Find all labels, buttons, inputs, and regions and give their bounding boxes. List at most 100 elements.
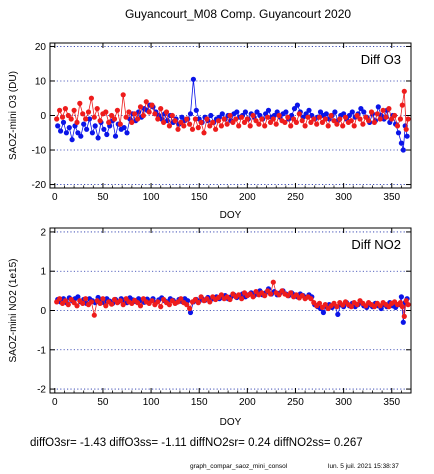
data-point-red: [129, 119, 135, 125]
data-point-red: [117, 298, 123, 304]
data-point-red: [296, 111, 302, 117]
data-point-blue: [358, 106, 364, 112]
x-tick-label: 350: [383, 397, 400, 408]
data-point-red: [259, 116, 265, 122]
data-point-blue: [291, 106, 298, 112]
data-point-red: [348, 118, 354, 124]
data-point-red: [233, 116, 239, 122]
data-point-blue: [208, 112, 214, 119]
data-point-red: [88, 299, 94, 305]
data-point-blue: [75, 294, 81, 300]
data-point-blue: [84, 126, 90, 132]
data-point-red: [106, 119, 112, 125]
data-point-red: [207, 123, 213, 129]
data-point-red: [204, 116, 210, 122]
footer-timestamp: lun. 5 juil. 2021 15:38:37: [328, 463, 399, 470]
panel-diff-o3: 0 50 100 150 200 250 300 35020100-10-20DOYSAOZ-…: [8, 42, 412, 221]
data-point-blue: [349, 109, 355, 115]
data-point-red: [340, 123, 346, 129]
data-point-red: [68, 116, 74, 122]
data-point-red: [210, 119, 216, 125]
data-point-red: [276, 112, 282, 119]
y-tick-label: -1: [37, 345, 46, 356]
data-point-red: [311, 116, 317, 122]
data-point-blue: [92, 123, 98, 129]
data-point-red: [198, 294, 204, 300]
data-point-blue: [254, 109, 260, 115]
stats-line: diffO3sr= -1.43 diffO3ss= -1.11 diffNO2s…: [30, 437, 363, 449]
data-point-red: [80, 111, 86, 117]
data-point-red: [377, 116, 383, 122]
data-point-blue: [361, 109, 367, 115]
panel-label: Diff O3: [361, 52, 401, 67]
data-point-red: [192, 116, 198, 122]
data-point-red: [91, 114, 97, 120]
data-point-red: [117, 121, 123, 127]
data-point-blue: [58, 128, 64, 134]
data-point-red: [120, 92, 126, 98]
data-point-red: [172, 118, 178, 124]
data-point-red: [62, 106, 68, 112]
data-point-red: [253, 118, 259, 124]
data-point-red: [103, 109, 109, 115]
y-tick-label: 2: [40, 227, 46, 238]
data-point-blue: [398, 294, 404, 300]
data-point-red: [267, 291, 274, 297]
data-point-red: [189, 126, 196, 132]
data-point-red: [163, 109, 170, 115]
data-point-red: [316, 114, 323, 120]
data-point-red: [135, 116, 141, 122]
data-point-red: [348, 304, 354, 310]
data-point-red: [59, 114, 66, 120]
data-point-blue: [294, 102, 300, 108]
data-point-red: [195, 300, 201, 306]
data-point-red: [354, 302, 360, 308]
data-point-red: [302, 123, 308, 129]
data-point-red: [166, 302, 172, 308]
x-tick-label: 0: [52, 192, 58, 203]
data-point-blue: [395, 130, 402, 136]
data-point-red: [109, 301, 115, 307]
data-point-blue: [242, 109, 248, 115]
y-axis-label: SAOZ-mini O3 (DU): [8, 71, 19, 160]
data-point-red: [187, 305, 193, 312]
data-point-red: [273, 121, 279, 127]
data-point-red: [91, 312, 97, 318]
data-point-red: [94, 106, 100, 112]
data-point-red: [143, 99, 149, 105]
x-axis-label: DOY: [220, 417, 242, 428]
x-tick-label: 50: [97, 397, 109, 408]
data-point-red: [288, 123, 294, 129]
data-point-red: [57, 296, 63, 302]
data-point-blue: [101, 126, 107, 132]
y-tick-label: 0: [40, 306, 46, 317]
data-point-red: [322, 302, 328, 308]
data-point-red: [270, 279, 276, 285]
data-point-red: [374, 111, 380, 117]
data-point-blue: [320, 309, 326, 316]
x-tick-label: 300: [335, 397, 352, 408]
data-point-red: [195, 125, 201, 131]
data-point-red: [74, 119, 80, 125]
data-point-blue: [375, 104, 381, 110]
data-point-red: [100, 296, 106, 302]
data-point-blue: [66, 125, 72, 131]
panel-label: Diff NO2: [351, 237, 401, 252]
data-point-red: [331, 118, 337, 124]
data-point-blue: [89, 130, 95, 136]
data-point-red: [334, 304, 340, 310]
data-point-red: [88, 95, 94, 101]
data-point-red: [285, 114, 291, 120]
data-point-red: [83, 116, 89, 122]
data-point-red: [54, 116, 60, 122]
data-point-red: [71, 107, 77, 113]
data-point-red: [399, 102, 405, 108]
data-point-red: [155, 299, 161, 305]
x-tick-label: 200: [239, 192, 256, 203]
data-point-blue: [78, 133, 84, 139]
data-point-red: [247, 123, 253, 129]
y-tick-label: 10: [35, 76, 47, 87]
x-tick-label: 100: [143, 192, 160, 203]
data-point-red: [405, 116, 411, 122]
data-point-blue: [86, 116, 93, 122]
